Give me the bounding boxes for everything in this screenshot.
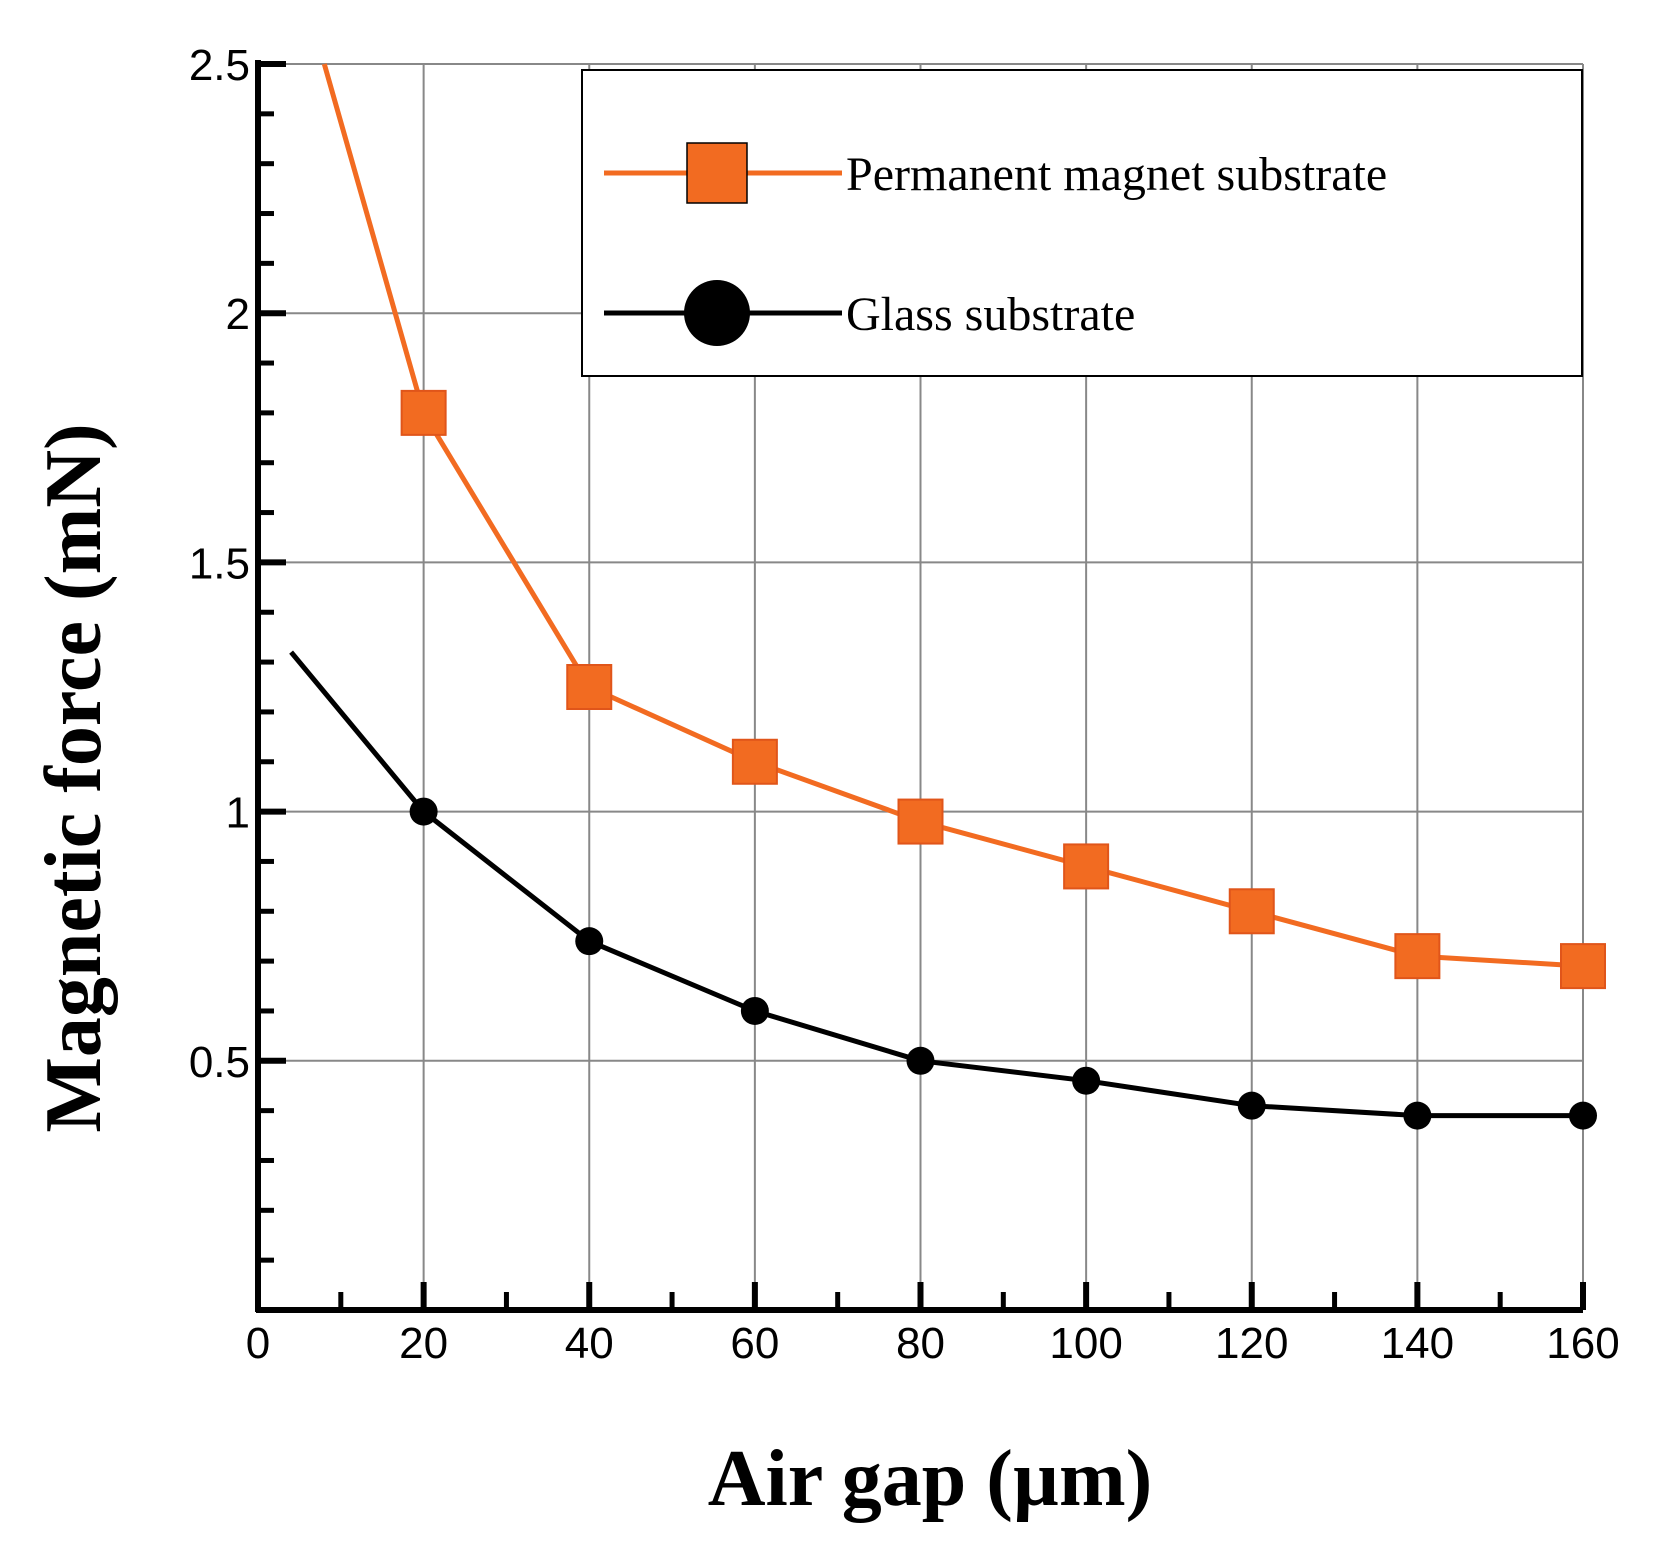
- legend: Permanent magnet substrate Glass substra…: [581, 69, 1583, 377]
- data-point-glass: [740, 996, 769, 1025]
- data-point-permanent-magnet: [731, 738, 778, 785]
- x-tick-label: 0: [246, 1319, 270, 1368]
- x-tick-label: 140: [1381, 1319, 1454, 1368]
- data-point-permanent-magnet: [1394, 933, 1441, 980]
- data-point-glass: [575, 927, 604, 956]
- data-point-glass: [1072, 1066, 1101, 1095]
- x-tick-label: 100: [1049, 1319, 1122, 1368]
- data-point-permanent-magnet: [566, 664, 613, 710]
- y-tick-label: 0.5: [189, 1038, 250, 1087]
- y-axis-title: Magnetic force (mN): [30, 423, 118, 1132]
- axes: [255, 60, 1586, 1313]
- legend-label-permanent-magnet: Permanent magnet substrate: [846, 148, 1387, 201]
- y-tick-label: 2: [226, 290, 250, 339]
- data-point-permanent-magnet: [1063, 843, 1110, 890]
- legend-marker-permanent-magnet: [686, 142, 748, 204]
- data-point-glass: [409, 797, 438, 826]
- tick-labels: 0 20 40 60 80 100 120 140 160 0.5 1 1.5 2 2.5: [189, 41, 1620, 1368]
- data-point-glass: [1403, 1101, 1432, 1130]
- data-point-permanent-magnet: [400, 389, 447, 436]
- data-point-glass: [906, 1046, 935, 1075]
- data-point-permanent-magnet: [1228, 888, 1275, 935]
- x-tick-label: 120: [1215, 1319, 1288, 1368]
- x-tick-label: 40: [565, 1319, 614, 1368]
- legend-label-glass: Glass substrate: [846, 288, 1135, 341]
- data-point-permanent-magnet: [897, 798, 944, 845]
- x-tick-label: 20: [399, 1319, 448, 1368]
- y-tick-label: 2.5: [189, 41, 250, 90]
- x-axis-title: Air gap (µm): [708, 1435, 1153, 1523]
- x-tick-label: 160: [1546, 1319, 1619, 1368]
- data-point-glass: [1237, 1091, 1266, 1120]
- series-markers: [400, 389, 1606, 1130]
- x-tick-label: 60: [730, 1319, 779, 1368]
- series-line-1: [289, 650, 1583, 1119]
- legend-box: [581, 69, 1583, 377]
- x-tick-label: 80: [896, 1319, 945, 1368]
- data-point-glass: [1569, 1101, 1597, 1130]
- y-tick-label: 1.5: [189, 539, 250, 588]
- legend-marker-glass: [684, 280, 750, 346]
- y-tick-label: 1: [226, 789, 250, 838]
- data-point-permanent-magnet: [1560, 943, 1606, 990]
